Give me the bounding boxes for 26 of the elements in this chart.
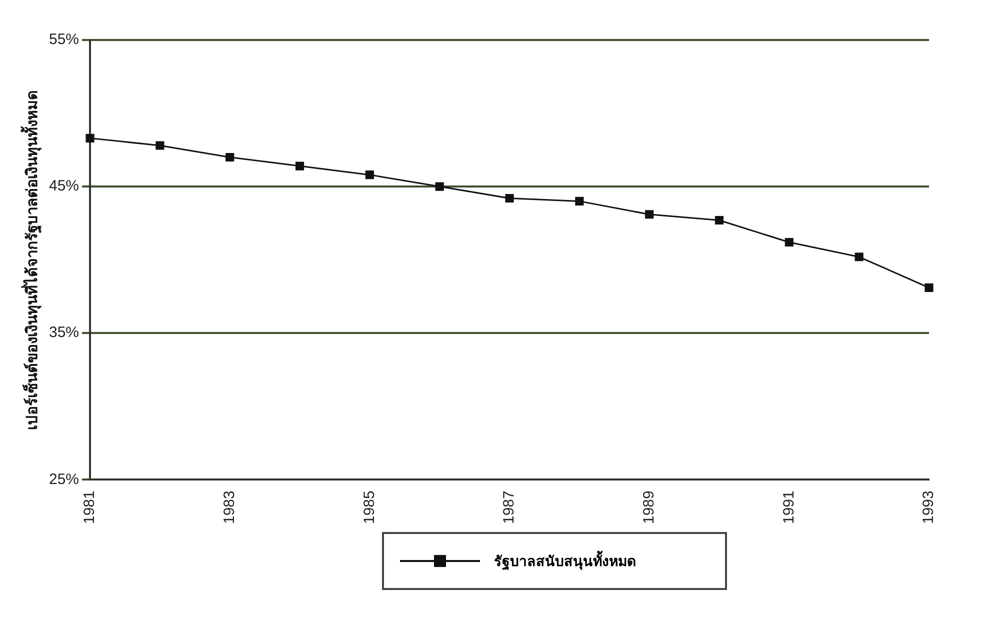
text: รัฐบาลสนับสนุนทั้งหมด: [494, 550, 636, 572]
x-tick-label: 1987: [500, 490, 518, 524]
y-tick-label: 45%: [48, 178, 80, 195]
point: [854, 252, 864, 262]
point: [86, 134, 94, 142]
point: [924, 283, 934, 292]
x-tick-label: 1991: [780, 490, 798, 524]
point: [505, 194, 514, 203]
point: [714, 216, 724, 225]
point: [784, 238, 794, 247]
x-tick-label: 1989: [640, 490, 658, 524]
point: [645, 210, 654, 219]
point: [226, 152, 234, 162]
y-tick-label: 35%: [48, 324, 80, 342]
point: [295, 162, 304, 170]
y-tick-label: 55%: [48, 31, 80, 48]
point: [365, 170, 374, 180]
x-tick-label: 1981: [81, 490, 98, 524]
x-tick-label: 1985: [360, 490, 378, 524]
x-tick-label: 1983: [220, 490, 238, 524]
y-tick-label: 25%: [48, 470, 80, 488]
point: [435, 182, 444, 191]
x-tick-label: 1993: [920, 490, 938, 524]
point: [156, 141, 164, 150]
y-axis-title: เปอร์เซ็นต์ของเงินทุนที่ได้จากรัฐบาลต่อเงินทุนทั้งหมด: [20, 90, 42, 430]
point: [575, 196, 584, 206]
